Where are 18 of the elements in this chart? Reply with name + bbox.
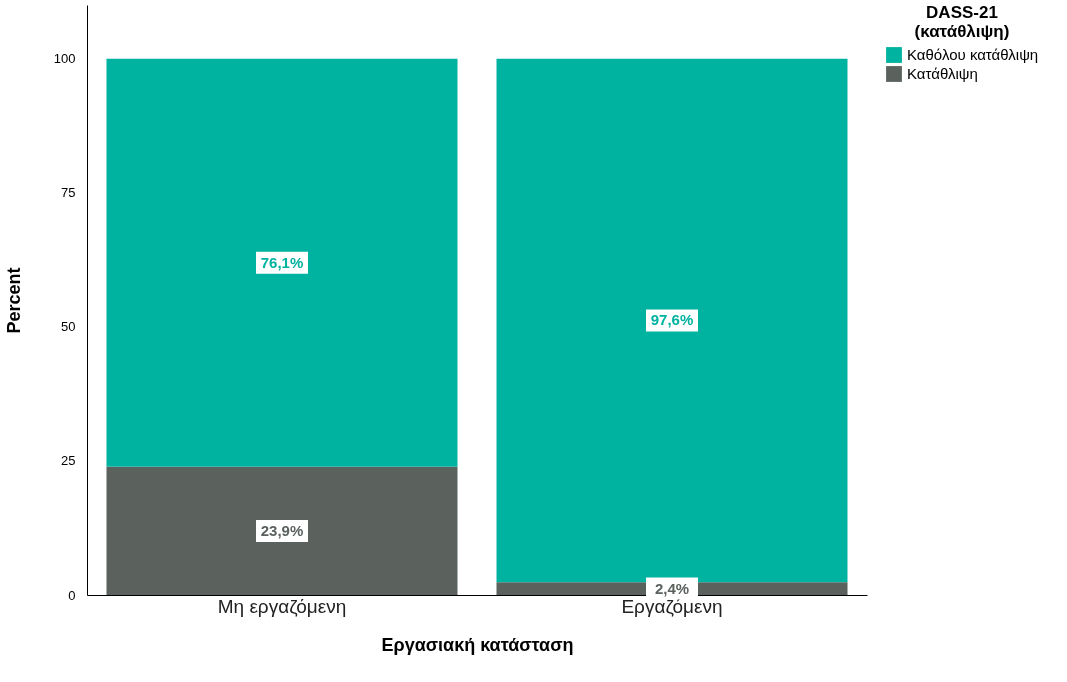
- y-axis-title: Percent: [3, 267, 24, 334]
- bar: [106, 58, 458, 467]
- data-label: 97,6%: [650, 311, 694, 329]
- y-tick-label: 75: [61, 185, 76, 201]
- data-label: 23,9%: [260, 521, 304, 539]
- y-tick-label: 25: [61, 453, 76, 469]
- legend-label: Κατάθλιψη: [907, 65, 978, 82]
- bar: [106, 466, 458, 595]
- y-tick-label: 50: [61, 319, 76, 335]
- y-tick-label: 100: [53, 51, 76, 67]
- legend-label: Καθόλου κατάθλιψη: [907, 46, 1039, 63]
- y-tick-label: 0: [68, 587, 76, 603]
- data-label: 2,4%: [654, 579, 690, 597]
- data-label: 76,1%: [260, 253, 304, 271]
- legend-title: DASS-21 (κατάθλιψη): [914, 3, 1010, 41]
- x-tick-label: Εργαζόμενη: [621, 595, 723, 617]
- x-tick-label: Μη εργαζόμενη: [217, 595, 347, 617]
- x-axis-title: Εργασιακή κατάσταση: [381, 634, 574, 655]
